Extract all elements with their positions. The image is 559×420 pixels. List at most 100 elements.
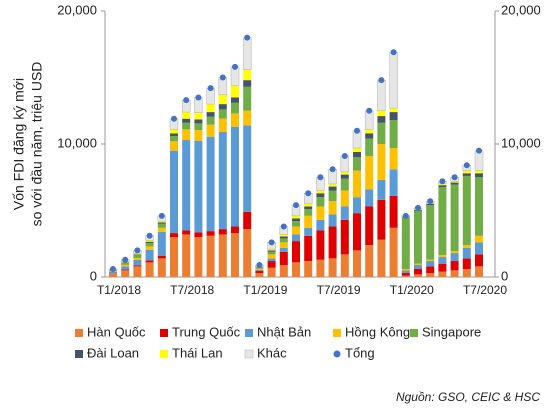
bar-segment (206, 231, 215, 236)
bar-segment (377, 116, 386, 123)
bar-segment (365, 189, 374, 207)
legend-marker (333, 350, 341, 358)
total-dot (134, 247, 141, 254)
bar-segment (243, 229, 252, 277)
bar-segment (401, 269, 410, 271)
bar-segment (255, 269, 264, 272)
bar-segment (157, 258, 166, 277)
source: Nguồn: GSO, CEIC & HSC (396, 390, 540, 404)
bar-segment (145, 260, 154, 263)
bar-segment (328, 214, 337, 227)
total-dot (415, 204, 421, 211)
bar-segment (475, 254, 483, 267)
bar-segment (279, 238, 288, 243)
bar-segment (304, 261, 313, 277)
legend-marker (160, 329, 168, 337)
bar-segment (365, 155, 374, 190)
bar-segment (145, 243, 154, 247)
bar-segment (231, 97, 239, 103)
bar-segment (365, 245, 374, 277)
bar-segment (109, 271, 117, 274)
bar-segment (243, 125, 252, 212)
bar-segment (182, 118, 191, 123)
legend-marker (75, 329, 83, 337)
bar-segment (475, 266, 483, 277)
bar-segment (377, 239, 386, 277)
bar-segment (133, 259, 142, 266)
bar-segment (353, 250, 361, 277)
x-tick-label: T7/2018 (170, 283, 214, 297)
legend-label: Đài Loan (87, 345, 139, 360)
bar-segment (121, 262, 130, 265)
bar-segment (292, 215, 300, 219)
bar-segment (157, 231, 166, 256)
bar-segment (255, 268, 264, 270)
x-tick-label: T7/2020 (463, 283, 507, 297)
legend-label: Thái Lan (172, 345, 223, 360)
total-dot (293, 202, 299, 209)
bar-segment (255, 267, 264, 269)
bar-segment (426, 261, 435, 267)
bar-segment (462, 175, 471, 246)
bar-segment (267, 254, 276, 259)
bar-segment (377, 179, 386, 200)
bar-segment (462, 258, 471, 270)
bar-segment (328, 226, 337, 259)
bar-segment (389, 112, 398, 121)
bar-segment (426, 203, 435, 206)
bar-segment (475, 173, 483, 178)
bar-segment (450, 184, 459, 252)
bar-segment (340, 171, 349, 175)
total-dot (207, 85, 214, 92)
bar-segment (121, 270, 130, 277)
bar-segment (316, 219, 325, 231)
bar-segment (389, 108, 398, 113)
bar-segment (279, 247, 288, 252)
bar-segment (231, 226, 239, 234)
bar-segment (462, 173, 471, 176)
bar-segment (304, 209, 313, 216)
bar-segment (218, 118, 227, 133)
bar-segment (267, 249, 276, 251)
bar-segment (426, 266, 435, 274)
bar-segment (292, 221, 300, 227)
bar-segment (316, 197, 325, 207)
bar-segment (353, 157, 361, 171)
total-dot (244, 34, 251, 41)
legend-marker (244, 349, 254, 359)
total-dot (146, 232, 153, 239)
bar-segment (340, 178, 349, 191)
bar-segment (279, 236, 288, 239)
bar-segment (462, 170, 471, 174)
bar-segment (401, 217, 410, 270)
bar-segment (340, 174, 349, 179)
bar-segment (462, 245, 471, 248)
bar-segment (426, 205, 435, 260)
bar-segment (389, 147, 398, 170)
bar-segment (133, 255, 142, 258)
bar-segment (450, 251, 459, 254)
bar-segment (243, 110, 252, 126)
bar-segment (182, 112, 191, 119)
bar-segment (218, 132, 227, 230)
bar-segment (304, 215, 313, 228)
bar-segment (365, 129, 374, 134)
total-dot (195, 94, 202, 101)
bar-segment (389, 227, 398, 277)
bar-segment (170, 133, 178, 137)
bar-segment (170, 141, 178, 151)
bar-segment (475, 242, 483, 255)
bar-segment (401, 275, 410, 277)
legend-label: Khác (257, 345, 287, 360)
total-dot (427, 198, 434, 205)
bar-segment (194, 119, 203, 124)
bar-segment (157, 255, 166, 259)
bar-segment (292, 234, 300, 242)
bar-segment (194, 232, 203, 238)
bar-segment (243, 211, 252, 230)
bar-segment (414, 269, 422, 275)
bar-segment (450, 181, 459, 183)
y-label: so với đầu năm, triệu USD (29, 62, 45, 227)
bar-segment (438, 187, 447, 256)
bar-segment (292, 226, 300, 235)
